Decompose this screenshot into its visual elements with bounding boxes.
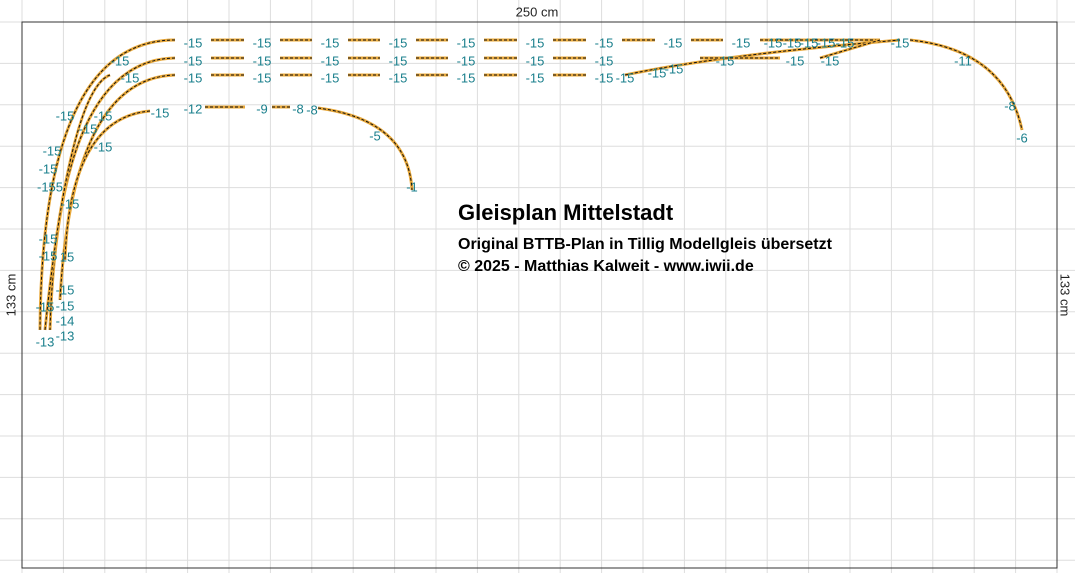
track-label: -8 — [1004, 98, 1016, 113]
track-center — [317, 107, 413, 191]
track-label: -15 — [526, 35, 545, 50]
track-label: -15 — [716, 53, 735, 68]
track-label: -15 — [79, 121, 98, 136]
track-label: -15 — [56, 108, 75, 123]
track-label: -8 — [292, 101, 304, 116]
track-label: -15 — [389, 70, 408, 85]
track-label: -15 — [61, 196, 80, 211]
track-label: -15 — [39, 161, 58, 176]
track — [317, 106, 414, 191]
track-label: -15 — [648, 65, 667, 80]
track-label: -15 — [39, 231, 58, 246]
track-label: -15 — [764, 35, 783, 50]
track-label: -14 — [56, 313, 75, 328]
track-label: -15 — [389, 53, 408, 68]
track-label: -15 — [526, 53, 545, 68]
track-label: -13 — [56, 328, 75, 343]
track-center — [44, 74, 111, 331]
track-label: -15 — [121, 70, 140, 85]
track-label: -15 — [457, 35, 476, 50]
track-label: -15 — [595, 53, 614, 68]
track-label: -15 — [665, 61, 684, 76]
track-center — [909, 39, 1023, 131]
track-labels: -15 -15 -15 -15 -15 -15 -15 -15 -15 -15 -15-15-15-… — [36, 35, 1028, 349]
track-label: -6 — [1016, 130, 1028, 145]
track-label: -11 — [954, 53, 972, 68]
copyright: © 2025 - Matthias Kalweit - www.iwii.de — [458, 258, 754, 275]
track-label: -15 — [253, 35, 272, 50]
track-label: -1 — [406, 179, 418, 194]
track-label: -8 — [306, 102, 318, 117]
track-label: -15 — [253, 53, 272, 68]
track-center — [819, 39, 881, 59]
track-label: -15 — [891, 35, 910, 50]
track-center — [39, 39, 176, 331]
track-label: -15 — [253, 70, 272, 85]
track-label: 15 — [60, 249, 74, 264]
track-label: -15 — [616, 70, 635, 85]
track-label: -15 — [184, 53, 203, 68]
track-label: -15 — [111, 53, 130, 68]
subtitle: Original BTTB-Plan in Tillig Modellgleis… — [458, 236, 833, 253]
track-label: -12 — [184, 101, 203, 116]
track-label: -15 — [389, 35, 408, 50]
track-center — [624, 39, 901, 76]
track-label: -15 — [321, 53, 340, 68]
height-dimension-right: 133 cm — [1058, 274, 1073, 317]
track-label: -15 — [43, 143, 62, 158]
track-label: -15 — [732, 35, 751, 50]
track-label: -15 — [36, 299, 55, 314]
track-label: -15 — [56, 298, 75, 313]
track-label: -15 — [184, 70, 203, 85]
board-outline — [21, 21, 1058, 569]
tracks — [38, 38, 1024, 331]
track-label: -5 — [369, 128, 381, 143]
track-label: -15 — [94, 139, 113, 154]
track-center — [64, 110, 151, 261]
track-label: -15 — [821, 53, 840, 68]
track-label: -15 — [595, 70, 614, 85]
track-label: -15 — [94, 108, 113, 123]
track-label: -9 — [256, 101, 268, 116]
track-label: -15 — [457, 70, 476, 85]
track-label: -15 — [664, 35, 683, 50]
track-label: -15 — [151, 105, 170, 120]
track-label: -15 — [321, 35, 340, 50]
width-dimension: 250 cm — [516, 4, 559, 19]
track-label: -15 — [39, 248, 58, 263]
track-label: -155 — [37, 179, 63, 194]
track-label: -15 — [817, 35, 836, 50]
track-label: -15 — [526, 70, 545, 85]
track-label: -15 — [321, 70, 340, 85]
track-label: -15 — [783, 35, 802, 50]
height-dimension-left: 133 cm — [3, 274, 18, 317]
title: Gleisplan Mittelstadt — [458, 200, 674, 225]
track-label: -15 — [56, 282, 75, 297]
track-label: -15 — [836, 35, 855, 50]
track-label: -15 — [786, 53, 805, 68]
track-label: -15 — [457, 53, 476, 68]
track-label: -15 — [184, 35, 203, 50]
track-label: -15 — [800, 35, 819, 50]
track-label: -15 — [595, 35, 614, 50]
track-label: -13 — [36, 334, 55, 349]
